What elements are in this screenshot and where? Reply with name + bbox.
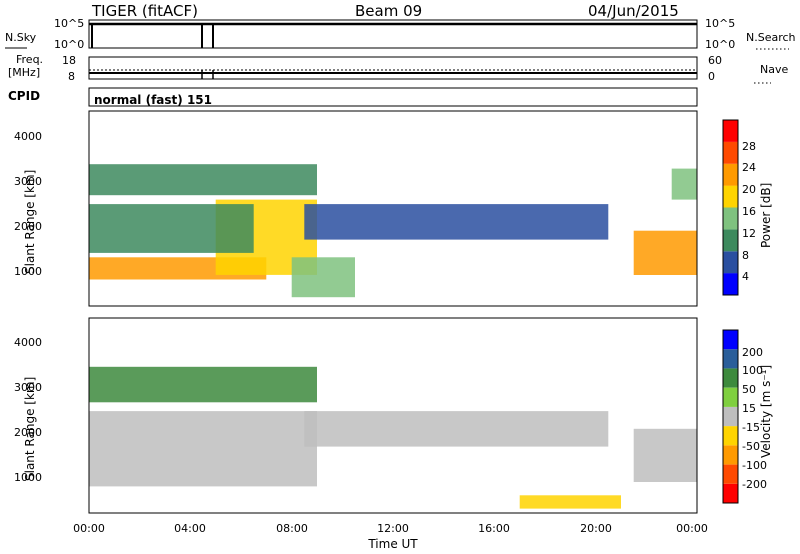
nsky-tick-bottom: 10^0 xyxy=(54,38,84,51)
nsky-panel: 10^5 10^0 N.Sky 10^5 10^0 N.Search xyxy=(5,17,796,51)
power-cbar-swatch-3 xyxy=(723,185,738,208)
power-cbar-tick-12: 12 xyxy=(742,227,756,240)
power-colorbar: 28 24 20 16 12 8 4 Power [dB] xyxy=(722,119,773,296)
xlabel: Time UT xyxy=(367,537,418,551)
vel-cbar-tick-200: 200 xyxy=(742,346,763,359)
power-ytick-4000: 4000 xyxy=(14,130,42,143)
cpid-panel: CPID normal (fast) 151 xyxy=(8,87,698,107)
velocity-panel: 4000 3000 2000 1000 Slant Range [km] xyxy=(14,317,698,514)
nsearch-tick-bottom: 10^0 xyxy=(705,38,735,51)
vel-cbar-label: Velocity [m s⁻¹] xyxy=(759,365,773,458)
xtick-0800: 08:00 xyxy=(276,522,308,535)
velocity-cbar-swatch-1 xyxy=(723,349,738,369)
power-cbar-swatch-2 xyxy=(723,163,738,186)
power-echo-region-4 xyxy=(304,204,609,240)
cpid-label: CPID xyxy=(8,89,40,103)
vel-ytick-2000: 2000 xyxy=(14,426,42,439)
vel-ylabel: Slant Range [km] xyxy=(23,377,37,481)
power-ytick-2000: 2000 xyxy=(14,220,42,233)
velocity-echo-region-4 xyxy=(519,495,621,509)
power-echo-region-5 xyxy=(291,257,355,298)
power-cbar-swatch-4 xyxy=(723,207,738,230)
xtick-0000-end: 00:00 xyxy=(676,522,708,535)
power-cbar-swatch-7 xyxy=(723,273,738,295)
power-cbar-tick-24: 24 xyxy=(742,161,756,174)
velocity-echo-region-0 xyxy=(89,411,317,487)
velocity-cbar-swatch-5 xyxy=(723,426,738,446)
cpid-value: normal (fast) 151 xyxy=(94,93,212,107)
velocity-cbar-swatch-6 xyxy=(723,445,738,465)
xtick-0000-start: 00:00 xyxy=(73,522,105,535)
vel-cbar-tick-50: 50 xyxy=(742,383,756,396)
vel-cbar-tick-m200: -200 xyxy=(742,478,767,491)
vel-cbar-tick-m15: -15 xyxy=(742,421,760,434)
power-echo-region-6 xyxy=(633,230,697,275)
nsearch-tick-top: 10^5 xyxy=(705,17,735,30)
xtick-2000: 20:00 xyxy=(580,522,612,535)
vel-ytick-1000: 1000 xyxy=(14,471,42,484)
nsearch-label: N.Search xyxy=(746,31,796,44)
vel-ytick-3000: 3000 xyxy=(14,381,42,394)
station-title: TIGER (fitACF) xyxy=(91,2,198,20)
velocity-echo-region-3 xyxy=(633,428,697,482)
velocity-cbar-swatch-4 xyxy=(723,406,738,427)
vel-cbar-tick-15: 15 xyxy=(742,402,756,415)
power-cbar-label: Power [dB] xyxy=(759,183,773,248)
xtick-0400: 04:00 xyxy=(174,522,206,535)
freq-tick-bottom: 8 xyxy=(68,70,75,83)
power-ytick-1000: 1000 xyxy=(14,265,42,278)
power-echo-region-7 xyxy=(671,168,697,200)
vel-ytick-4000: 4000 xyxy=(14,336,42,349)
beam-label: Beam 09 xyxy=(355,2,422,20)
velocity-cbar-swatch-8 xyxy=(723,483,738,503)
power-cbar-tick-8: 8 xyxy=(742,249,749,262)
freq-panel: 18 8 Freq. [MHz] 60 0 Nave xyxy=(8,53,788,84)
power-cbar-tick-16: 16 xyxy=(742,205,756,218)
power-cbar-swatch-6 xyxy=(723,251,738,274)
velocity-echo-region-1 xyxy=(89,366,317,403)
nsky-tick-top: 10^5 xyxy=(54,17,84,30)
nsky-label: N.Sky xyxy=(5,31,37,44)
velocity-cbar-swatch-7 xyxy=(723,464,738,484)
vel-cbar-tick-m100: -100 xyxy=(742,459,767,472)
power-panel: 4000 3000 2000 1000 Slant Range [km] xyxy=(14,110,698,307)
velocity-cbar-swatch-2 xyxy=(723,368,738,388)
nave-tick-top: 60 xyxy=(708,54,722,67)
vel-cbar-tick-100: 100 xyxy=(742,364,763,377)
freq-unit-label: [MHz] xyxy=(8,66,40,79)
nave-label: Nave xyxy=(760,63,788,76)
power-cbar-swatch-1 xyxy=(723,141,738,164)
velocity-colorbar: 200 100 50 15 -15 -50 -100 -200 Velocity… xyxy=(722,329,773,504)
time-axis: 00:00 04:00 08:00 12:00 16:00 20:00 00:0… xyxy=(73,522,708,551)
freq-label: Freq. xyxy=(16,53,43,66)
nave-tick-bottom: 0 xyxy=(708,70,715,83)
freq-tick-top: 18 xyxy=(62,54,76,67)
power-cbar-tick-28: 28 xyxy=(742,140,756,153)
xtick-1600: 16:00 xyxy=(478,522,510,535)
velocity-cbar-swatch-0 xyxy=(723,330,738,350)
power-cbar-swatch-5 xyxy=(723,229,738,252)
date-label: 04/Jun/2015 xyxy=(588,2,679,20)
power-ylabel: Slant Range [km] xyxy=(23,170,37,274)
power-cbar-tick-4: 4 xyxy=(742,270,749,283)
power-cbar-tick-20: 20 xyxy=(742,183,756,196)
vel-cbar-tick-m50: -50 xyxy=(742,440,760,453)
power-cbar-swatch-0 xyxy=(723,120,738,142)
power-echo-region-2 xyxy=(89,204,254,253)
power-echo-region-3 xyxy=(89,164,317,196)
velocity-echoes xyxy=(89,366,697,509)
power-echoes xyxy=(89,164,697,298)
velocity-cbar-swatch-3 xyxy=(723,387,738,407)
xtick-1200: 12:00 xyxy=(377,522,409,535)
velocity-echo-region-2 xyxy=(304,411,609,447)
power-ytick-3000: 3000 xyxy=(14,175,42,188)
